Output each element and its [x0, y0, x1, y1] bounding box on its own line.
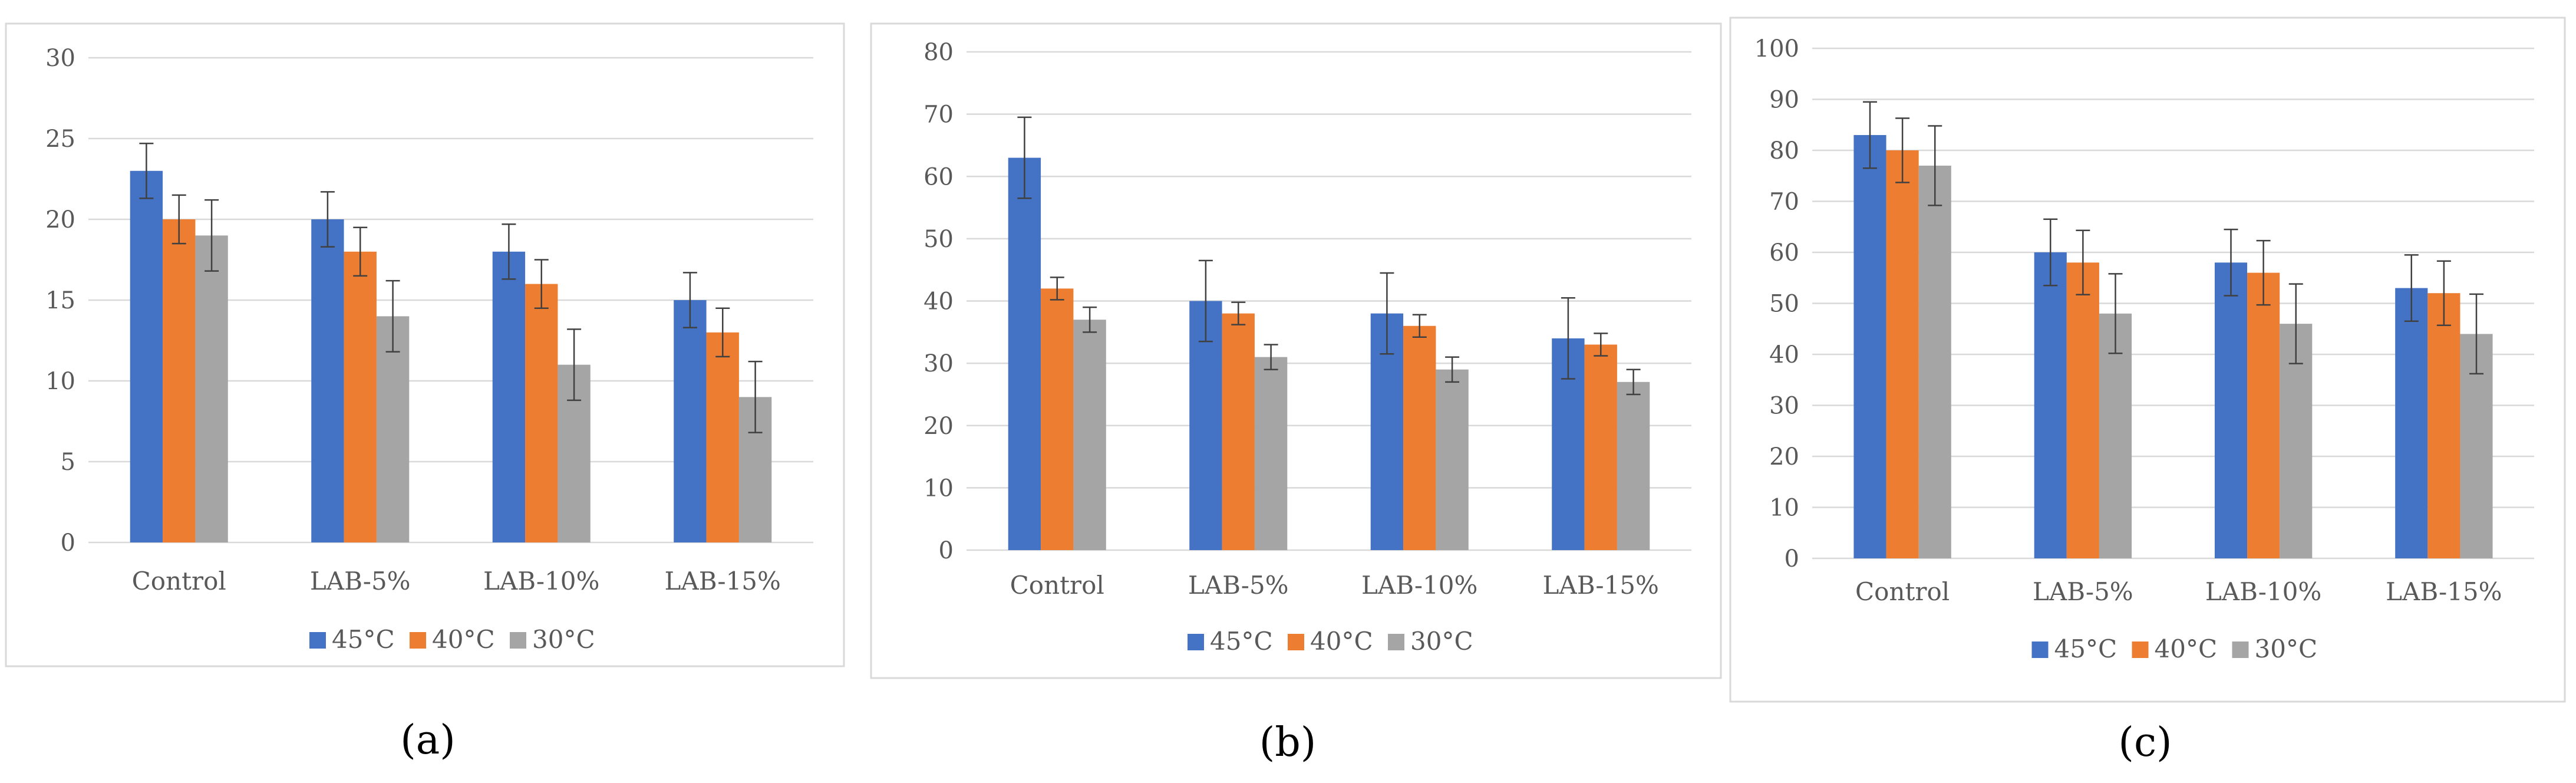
- legend-swatch-1: [2031, 641, 2049, 658]
- bar-3: [1918, 165, 1951, 558]
- x-category-label: LAB-15%: [665, 567, 781, 596]
- legend-swatch-3: [2232, 641, 2249, 658]
- y-tick-label: 20: [45, 206, 75, 233]
- y-tick-label: 60: [923, 163, 954, 190]
- bar-1: [1189, 301, 1222, 550]
- bar-2: [706, 332, 739, 542]
- bar-2: [1222, 313, 1255, 550]
- x-category-label: Control: [1855, 577, 1950, 606]
- y-tick-label: 15: [45, 287, 75, 314]
- bar-3: [376, 316, 410, 542]
- x-category-label: Control: [1010, 571, 1104, 600]
- bar-1: [1008, 157, 1041, 550]
- y-tick-label: 0: [939, 537, 954, 564]
- bar-1: [2395, 288, 2428, 558]
- legend-label: 40°C: [432, 625, 495, 654]
- bar-3: [1436, 369, 1469, 550]
- legend-swatch-2: [410, 632, 426, 649]
- bar-3: [1617, 381, 1650, 550]
- legend-label: 40°C: [2155, 634, 2218, 663]
- y-tick-label: 70: [923, 101, 954, 129]
- y-tick-label: 10: [1769, 495, 1799, 522]
- y-tick-label: 40: [923, 288, 954, 315]
- bar-3: [195, 235, 228, 542]
- legend-label: 45°C: [2054, 634, 2117, 663]
- bar-1: [130, 170, 163, 542]
- bar-3: [1254, 357, 1288, 550]
- legend-label: 30°C: [2255, 634, 2318, 663]
- legend-swatch-1: [309, 632, 326, 649]
- y-tick-label: 100: [1754, 35, 1799, 62]
- bar-2: [1403, 325, 1436, 550]
- legend-swatch-2: [1288, 634, 1304, 650]
- bar-2: [344, 251, 377, 542]
- bar-2: [163, 219, 196, 542]
- y-tick-label: 70: [1769, 189, 1799, 216]
- y-tick-label: 0: [1785, 545, 1799, 573]
- y-tick-label: 60: [1769, 239, 1799, 267]
- legend-swatch-2: [2132, 641, 2149, 658]
- legend-label: 30°C: [1410, 627, 1473, 656]
- x-category-label: LAB-5%: [2033, 577, 2133, 606]
- legend-label: 30°C: [532, 625, 595, 654]
- y-tick-label: 5: [61, 449, 75, 476]
- x-category-label: LAB-15%: [2386, 577, 2502, 606]
- x-category-label: LAB-10%: [2205, 577, 2321, 606]
- bar-2: [2066, 262, 2099, 558]
- bar-3: [1073, 320, 1106, 550]
- legend-swatch-1: [1188, 634, 1204, 650]
- y-tick-label: 30: [923, 350, 954, 377]
- legend-label: 45°C: [1210, 627, 1273, 656]
- bar-1: [674, 300, 707, 542]
- y-tick-label: 20: [923, 413, 954, 440]
- y-tick-label: 30: [45, 45, 75, 72]
- x-category-label: LAB-10%: [1361, 571, 1477, 600]
- y-tick-label: 80: [1769, 137, 1799, 165]
- y-tick-label: 50: [923, 226, 954, 253]
- bar-2: [2427, 293, 2460, 558]
- x-category-label: Control: [132, 567, 226, 596]
- x-category-label: LAB-5%: [1188, 571, 1289, 600]
- y-tick-label: 50: [1769, 291, 1799, 318]
- legend-swatch-3: [1388, 634, 1404, 650]
- y-tick-label: 10: [923, 475, 954, 502]
- bar-2: [2247, 272, 2280, 558]
- bar-3: [2099, 313, 2132, 558]
- bar-2: [1886, 150, 1919, 558]
- legend-label: 40°C: [1310, 627, 1373, 656]
- y-tick-label: 30: [1769, 393, 1799, 420]
- chart-panel-1: 0 5 10 15 20 25 30 Control LAB-5% LAB-10% LAB-15% 4…: [5, 22, 845, 764]
- bar-1: [492, 251, 526, 542]
- y-tick-label: 40: [1769, 341, 1799, 369]
- chart-panel-2: 0 10 20 30 40 50 60 70 80 Control LAB-5% LAB-10% LAB…: [870, 22, 1722, 766]
- bar-1: [1853, 135, 1886, 559]
- y-tick-label: 80: [923, 39, 954, 66]
- y-tick-label: 10: [45, 368, 75, 395]
- bar-1: [2214, 262, 2248, 558]
- panel-label: (c): [2118, 719, 2172, 766]
- panel-label: (a): [400, 717, 456, 764]
- y-tick-label: 25: [45, 126, 75, 153]
- chart-panel-3: 0 10 20 30 40 50 60 70 80 90 100 Control LAB-5% LAB-1…: [1729, 17, 2566, 766]
- bar-2: [525, 284, 558, 542]
- y-tick-label: 20: [1769, 443, 1799, 471]
- y-tick-label: 90: [1769, 87, 1799, 114]
- bar-1: [2034, 252, 2067, 558]
- bar-2: [1584, 344, 1617, 550]
- y-tick-label: 0: [61, 529, 75, 557]
- x-category-label: LAB-15%: [1543, 571, 1659, 600]
- legend-label: 45°C: [332, 625, 395, 654]
- panel-label: (b): [1259, 719, 1317, 766]
- x-category-label: LAB-10%: [483, 567, 599, 596]
- bar-2: [1041, 288, 1074, 550]
- legend-swatch-3: [510, 632, 526, 649]
- x-category-label: LAB-5%: [310, 567, 411, 596]
- bar-1: [311, 219, 344, 542]
